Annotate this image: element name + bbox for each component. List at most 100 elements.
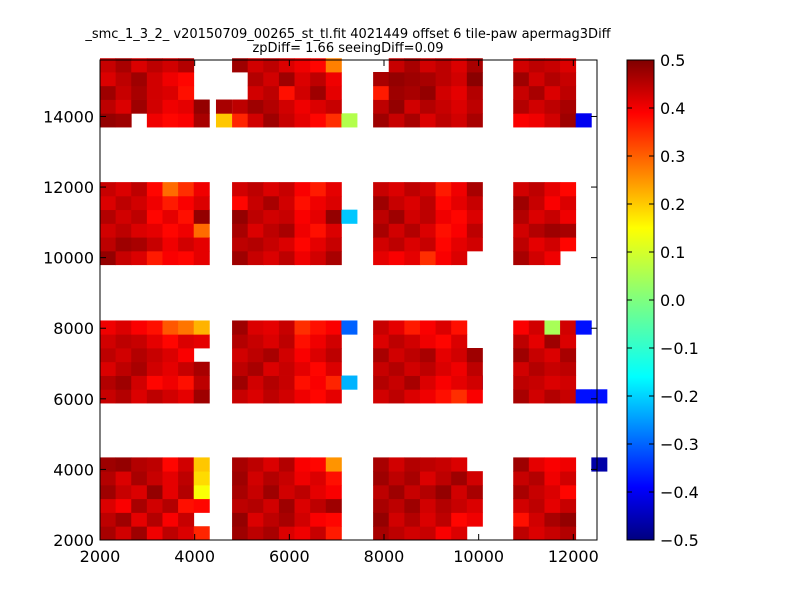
colorbar-ticks: 0.5 0.4 0.3 0.2 0.1 0.0 −0.1 −0.2 −0.3 −0.4 −0.5 <box>627 51 699 550</box>
heatmap-cell <box>373 195 390 211</box>
heatmap-cell <box>100 72 117 87</box>
heatmap-cell <box>215 113 232 128</box>
heatmap-cell <box>544 526 561 541</box>
heatmap-cell <box>451 209 468 224</box>
heatmap-cell <box>131 348 148 363</box>
heatmap-cell <box>451 223 468 238</box>
heatmap-cell <box>513 237 530 252</box>
heatmap-cell <box>115 209 132 224</box>
heatmap-cell <box>146 85 163 100</box>
heatmap-cell <box>247 334 264 349</box>
heatmap-cell <box>373 334 390 349</box>
x-tick-label: 2000 <box>80 547 121 566</box>
heatmap-cell <box>263 484 280 500</box>
heatmap-cell <box>388 58 405 73</box>
heatmap-cell <box>263 334 280 349</box>
heatmap-cell <box>115 250 132 266</box>
heatmap-cell <box>115 457 132 472</box>
heatmap-cell <box>419 375 436 390</box>
heatmap-cell <box>247 348 264 363</box>
heatmap-cell <box>388 457 405 472</box>
heatmap-cell <box>162 526 179 541</box>
heatmap-cell <box>115 526 132 541</box>
heatmap-cell <box>263 85 280 100</box>
heatmap-cell <box>451 361 468 376</box>
heatmap-cell <box>178 99 195 114</box>
heatmap-cell <box>193 223 210 238</box>
heatmap-cell <box>528 99 545 114</box>
heatmap-cell <box>178 113 195 128</box>
heatmap-cell <box>466 361 483 376</box>
heatmap-cell <box>294 182 311 197</box>
heatmap-cell <box>373 361 390 376</box>
heatmap-cell <box>178 237 195 252</box>
heatmap-cell <box>528 223 545 238</box>
heatmap-cell <box>232 99 249 114</box>
heatmap-cell <box>325 250 342 266</box>
heatmap-cell <box>100 526 117 541</box>
heatmap-cell <box>146 471 163 486</box>
heatmap-cell <box>435 58 452 73</box>
heatmap-cell <box>451 99 468 114</box>
heatmap-cell <box>310 457 327 472</box>
heatmap-cell <box>247 237 264 252</box>
y-tick-label: 2000 <box>53 531 94 550</box>
heatmap-cell <box>247 389 264 404</box>
heatmap-cell <box>404 182 421 197</box>
heatmap-cell <box>466 512 483 527</box>
heatmap-cell <box>419 471 436 486</box>
heatmap-cell <box>419 348 436 363</box>
heatmap-cell <box>341 113 358 128</box>
heatmap-cell <box>310 526 327 541</box>
heatmap-cell <box>162 209 179 224</box>
heatmap-cell <box>388 223 405 238</box>
heatmap-cell <box>373 526 390 541</box>
heatmap-cell <box>146 209 163 224</box>
heatmap-cell <box>544 471 561 486</box>
heatmap-cell <box>294 209 311 224</box>
heatmap-cell <box>247 471 264 486</box>
heatmap-cell <box>232 250 249 266</box>
heatmap-cell <box>294 512 311 527</box>
heatmap-cell <box>404 85 421 100</box>
heatmap-cell <box>419 484 436 500</box>
heatmap-cell <box>193 113 210 128</box>
heatmap-cell <box>373 85 390 100</box>
heatmap-cell <box>146 389 163 404</box>
heatmap-cell <box>451 334 468 349</box>
heatmap-cell <box>325 99 342 114</box>
heatmap-cell <box>162 58 179 73</box>
heatmap-cell <box>294 85 311 100</box>
heatmap-cell <box>100 320 117 335</box>
heatmap-cell <box>560 195 577 211</box>
heatmap-cell <box>419 182 436 197</box>
heatmap-cell <box>232 512 249 527</box>
heatmap-cell <box>232 195 249 211</box>
heatmap-cell <box>419 99 436 114</box>
heatmap-cell <box>513 250 530 266</box>
heatmap-cell <box>560 512 577 527</box>
heatmap-cell <box>146 58 163 73</box>
heatmap-cell <box>325 72 342 87</box>
heatmap-cell <box>146 72 163 87</box>
heatmap-cell <box>146 334 163 349</box>
heatmap-cell <box>544 58 561 73</box>
heatmap-cell <box>263 99 280 114</box>
heatmap-cell <box>193 361 210 376</box>
heatmap-cell <box>373 237 390 252</box>
heatmap-cell <box>146 361 163 376</box>
heatmap-cell <box>419 72 436 87</box>
heatmap-cell <box>560 58 577 73</box>
heatmap-cell <box>544 320 561 335</box>
heatmap-cell <box>178 471 195 486</box>
heatmap-cell <box>404 250 421 266</box>
heatmap-cell <box>435 334 452 349</box>
heatmap-cell <box>451 320 468 335</box>
heatmap-cell <box>325 182 342 197</box>
heatmap-cell <box>419 195 436 211</box>
heatmap-cell <box>451 471 468 486</box>
heatmap-cell <box>100 195 117 211</box>
heatmap-cell <box>178 334 195 349</box>
heatmap-cell <box>388 195 405 211</box>
heatmap-cell <box>131 237 148 252</box>
